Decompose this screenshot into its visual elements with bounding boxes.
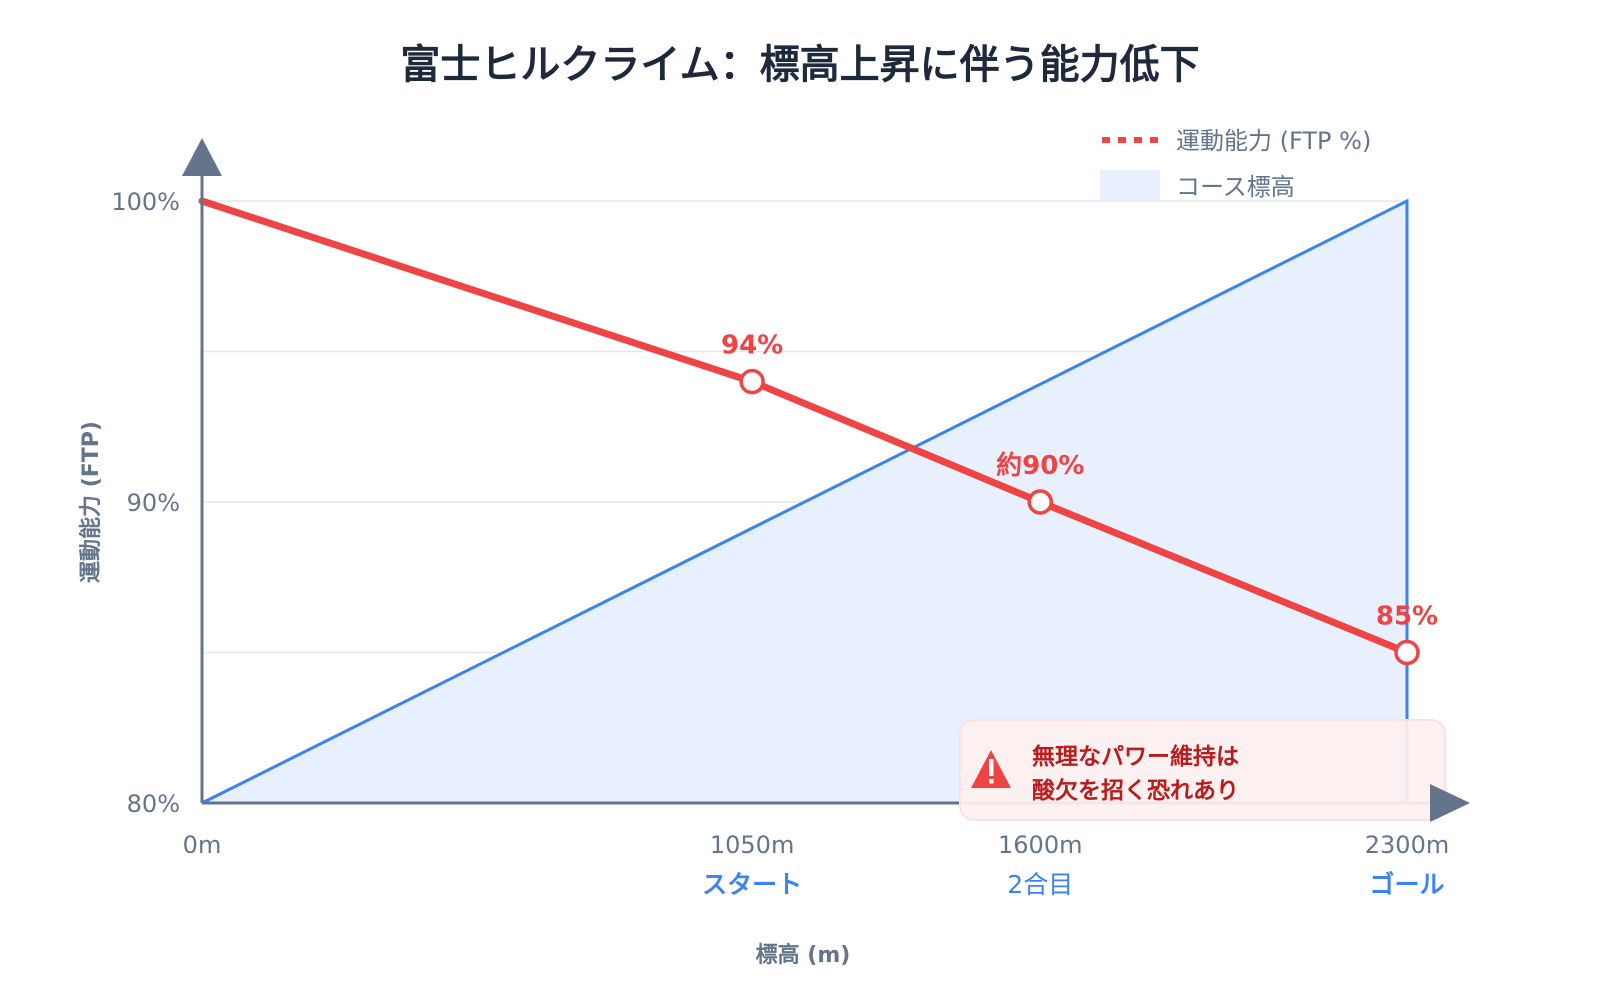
warning-line-1: 無理なパワー維持は <box>1032 743 1239 770</box>
legend-label-ftp: 運動能力 (FTP %) <box>1176 127 1371 155</box>
x-tick-label: 1600m <box>998 831 1082 859</box>
warning-box <box>959 719 1446 821</box>
legend-swatch-elevation <box>1100 170 1160 200</box>
chart-title: 富士ヒルクライム：標高上昇に伴う能力低下 <box>400 42 1199 88</box>
ticks: 100% 90% 80%0m 1050m スタート 1600m 2合目 2300m ゴール <box>111 188 1449 899</box>
y-tick-label: 90% <box>127 489 180 517</box>
x-axis-label: 標高 (m) <box>756 942 851 968</box>
x-axis-arrowhead <box>1430 784 1470 822</box>
warning-line-2: 酸欠を招く恐れあり <box>1032 777 1239 804</box>
x-tick-label: 0m <box>183 831 222 859</box>
legend: 運動能力 (FTP %) コース標高 <box>1100 127 1371 201</box>
ftp-data-label: 85% <box>1376 602 1438 632</box>
y-axis-label: 運動能力 (FTP) <box>78 421 104 583</box>
x-axis-arrow <box>1430 784 1470 822</box>
elevation-line <box>201 198 1409 805</box>
x-tick-label: 2300m <box>1365 831 1449 859</box>
ftp-data-label: 94% <box>721 331 783 361</box>
x-tick-sublabel: スタート <box>702 870 802 899</box>
ftp-line <box>198 197 1411 656</box>
ftp-data-label: 約90% <box>996 450 1084 481</box>
y-tick-label: 80% <box>127 790 180 818</box>
warning-annotation: 無理なパワー維持は 酸欠を招く恐れあり <box>959 719 1446 821</box>
y-tick-label: 100% <box>111 188 180 216</box>
ftp-point <box>1027 489 1054 515</box>
x-tick-label: 1050m <box>710 831 794 859</box>
ftp-point <box>1394 639 1420 666</box>
elevation-area <box>201 198 1409 805</box>
y-axis-arrow <box>182 138 222 176</box>
legend-label-elevation: コース標高 <box>1176 173 1295 201</box>
x-tick-sublabel: ゴール <box>1369 870 1444 899</box>
x-tick-sublabel: 2合目 <box>1007 870 1073 899</box>
warning-triangle-icon <box>971 750 1011 788</box>
ftp-point <box>739 368 765 395</box>
ftp-series: 94% 約90% 85% <box>198 197 1438 666</box>
